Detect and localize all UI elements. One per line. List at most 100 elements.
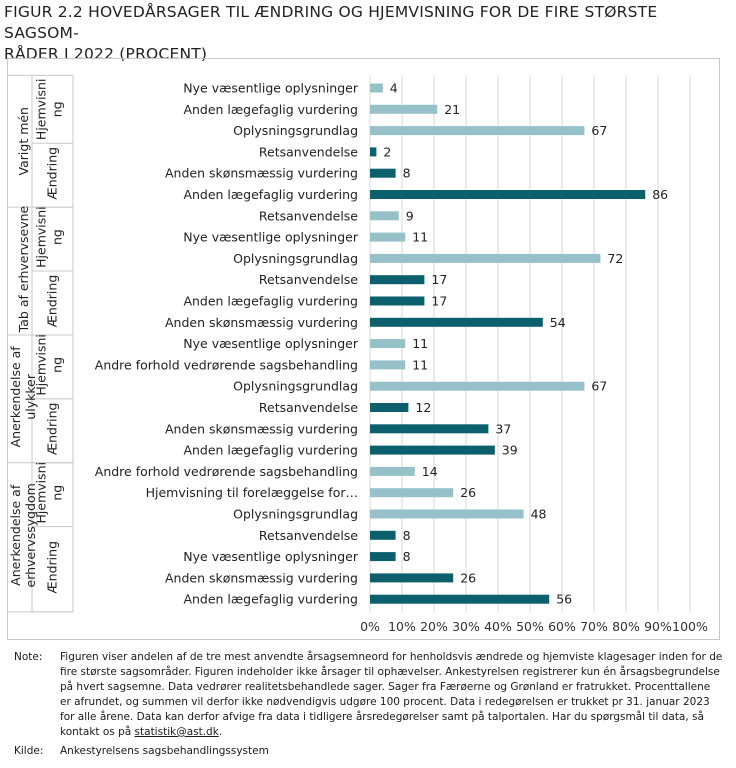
- bar: [370, 424, 489, 434]
- group-label: Varigt mén: [16, 107, 31, 175]
- category-label: Retsanvendelse: [259, 208, 358, 223]
- bar: [370, 147, 377, 157]
- bar: [370, 594, 550, 604]
- data-label: 54: [550, 315, 566, 330]
- category-label: Oplysningsgrundlag: [233, 379, 358, 394]
- bar: [370, 190, 646, 199]
- bar: [370, 126, 585, 136]
- bar: [370, 168, 396, 178]
- bar: [370, 253, 601, 263]
- category-label: Nye væsentlige oplysninger: [183, 230, 359, 245]
- subgroup-label-part: ng: [50, 101, 65, 117]
- bar: [370, 573, 454, 583]
- bar: [370, 296, 425, 306]
- x-tick-label: 90%: [644, 619, 672, 634]
- data-label: 48: [531, 507, 547, 522]
- bar: [370, 488, 454, 498]
- bar: [370, 317, 543, 327]
- data-label: 11: [412, 357, 428, 372]
- category-label: Retsanvendelse: [259, 528, 358, 543]
- data-label: 56: [556, 592, 572, 607]
- contact-email-link[interactable]: statistik@ast.dk: [134, 726, 219, 738]
- data-label: 14: [422, 464, 438, 479]
- subgroup-label: Ændring: [45, 147, 60, 200]
- bar: [370, 275, 425, 285]
- note-body: Figuren viser andelen af de tre mest anv…: [60, 651, 723, 738]
- figure-note: Note: Figuren viser andelen af de tre me…: [14, 650, 724, 740]
- source-text: Ankestyrelsens sagsbehandlingssystem: [60, 745, 269, 757]
- group-label-line: Anerkendelse af: [8, 346, 23, 448]
- data-label: 12: [415, 400, 431, 415]
- category-label: Anden skønsmæssig vurdering: [165, 570, 358, 585]
- x-tick-label: 60%: [548, 619, 576, 634]
- category-label: Retsanvendelse: [259, 272, 358, 287]
- bar: [370, 211, 399, 221]
- group-label: Anerkendelse aferhvervssygdom: [8, 483, 38, 587]
- x-tick-label: 40%: [484, 619, 512, 634]
- subgroup-label: Hjemvisning: [34, 334, 65, 396]
- data-label: 86: [652, 187, 668, 202]
- group-label-line: ulykker: [23, 373, 38, 420]
- category-label: Nye væsentlige oplysninger: [183, 549, 359, 564]
- data-label: 11: [412, 336, 428, 351]
- category-label: Retsanvendelse: [259, 400, 358, 415]
- data-label: 4: [390, 81, 398, 96]
- bar: [370, 403, 409, 412]
- subgroup-label-part: Hjemvisni: [34, 334, 49, 396]
- data-label: 26: [460, 485, 476, 500]
- chart-title: FIGUR 2.2 HOVEDÅRSAGER TIL ÆNDRING OG HJ…: [4, 2, 732, 65]
- subgroup-label-part: Hjemvisni: [34, 206, 49, 268]
- chart-frame: 0% 10% 20% 30% 40% 50% 60% 70% 80% 90% 100% Nye væs…: [7, 58, 720, 640]
- data-label: 37: [495, 421, 511, 436]
- subgroup-label: Hjemvisning: [34, 79, 65, 141]
- category-label: Anden skønsmæssig vurdering: [165, 421, 358, 436]
- x-tick-label: 0%: [360, 619, 380, 634]
- data-label: 67: [591, 123, 607, 138]
- figure-source: Kilde: Ankestyrelsens sagsbehandlingssys…: [14, 745, 269, 757]
- data-label: 72: [607, 251, 623, 266]
- category-label: Hjemvisning til forelæggelse for…: [146, 485, 358, 500]
- data-label: 26: [460, 570, 476, 585]
- category-label: Anden lægefaglig vurdering: [183, 294, 358, 309]
- bar: [370, 339, 406, 349]
- group-label: Tab af erhvervsevne: [16, 205, 31, 333]
- data-label: 11: [412, 230, 428, 245]
- x-tick-label: 20%: [420, 619, 448, 634]
- subgroup-label: Ændring: [45, 541, 60, 594]
- bar: [370, 445, 495, 455]
- category-label: Retsanvendelse: [259, 144, 358, 159]
- category-label: Oplysningsgrundlag: [233, 251, 358, 266]
- note-end: .: [218, 726, 223, 738]
- data-label: 39: [502, 443, 518, 458]
- bar: [370, 104, 438, 114]
- data-label: 21: [444, 102, 460, 117]
- group-label-line: erhvervssygdom: [23, 483, 38, 587]
- data-label: 8: [403, 166, 411, 181]
- x-tick-label: 50%: [516, 619, 544, 634]
- x-tick-label: 70%: [580, 619, 608, 634]
- bar: [370, 509, 524, 519]
- subgroup-label: Hjemvisning: [34, 206, 65, 268]
- data-label: 9: [406, 208, 414, 223]
- category-label: Anden lægefaglig vurdering: [183, 592, 358, 607]
- note-text: Figuren viser andelen af de tre mest anv…: [60, 650, 724, 740]
- group-label: Anerkendelse afulykker: [8, 346, 38, 448]
- data-label: 8: [403, 549, 411, 564]
- chart-title-line-1: FIGUR 2.2 HOVEDÅRSAGER TIL ÆNDRING OG HJ…: [4, 3, 658, 42]
- subgroup-label-part: ng: [50, 485, 65, 501]
- category-label: Anden skønsmæssig vurdering: [165, 166, 358, 181]
- bar: [370, 530, 396, 540]
- category-label: Nye væsentlige oplysninger: [183, 336, 359, 351]
- subgroup-label-part: ng: [50, 229, 65, 245]
- x-tick-label: 30%: [452, 619, 480, 634]
- bar: [370, 552, 396, 562]
- category-label: Andre forhold vedrørende sagsbehandling: [95, 357, 358, 372]
- data-label: 17: [431, 294, 447, 309]
- x-tick-label: 100%: [672, 619, 708, 634]
- x-tick-label: 80%: [612, 619, 640, 634]
- group-label-line: Tab af erhvervsevne: [16, 205, 31, 333]
- source-key: Kilde:: [14, 745, 44, 757]
- category-label: Anden lægefaglig vurdering: [183, 187, 358, 202]
- category-label: Oplysningsgrundlag: [233, 507, 358, 522]
- subgroup-label-part: Hjemvisni: [34, 462, 49, 524]
